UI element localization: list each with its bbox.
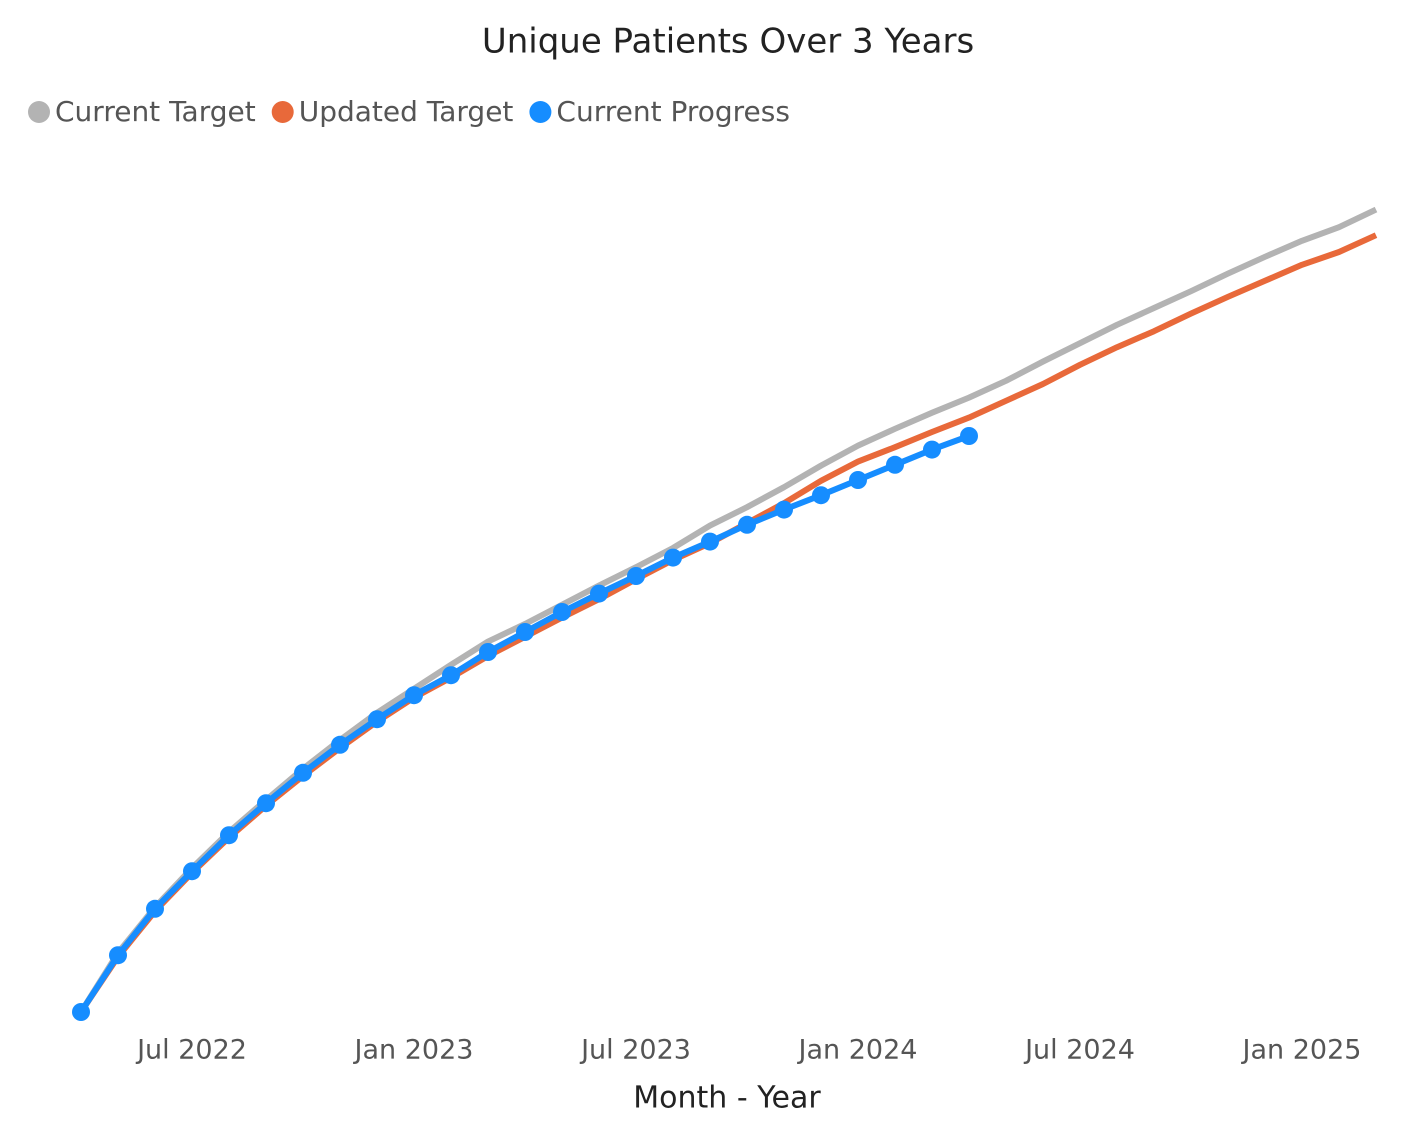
point [886, 455, 904, 474]
series-line [78, 433, 971, 1014]
point [960, 427, 978, 445]
point [590, 584, 608, 603]
x-tick-label: Jan 2025 [1241, 1035, 1362, 1066]
x-tick-label: Jan 2024 [797, 1035, 918, 1066]
legend-label: Current Target [55, 95, 256, 128]
point [405, 686, 423, 705]
legend-label: Current Progress [556, 95, 790, 128]
point [257, 794, 275, 813]
point [479, 643, 497, 661]
series-line [78, 232, 1378, 1014]
point [775, 500, 793, 519]
point [368, 710, 386, 729]
point [664, 548, 682, 567]
legend-marker [529, 101, 552, 123]
legend-marker [271, 101, 294, 123]
point [331, 735, 349, 754]
point [72, 1003, 90, 1021]
point [442, 666, 460, 685]
point [701, 532, 719, 551]
point [146, 899, 164, 918]
point [183, 862, 201, 881]
point [109, 946, 127, 965]
point [812, 486, 830, 505]
x-tick-label: Jul 2022 [135, 1035, 247, 1066]
legend-marker [28, 101, 50, 123]
point [294, 763, 312, 782]
x-tick-label: Jul 2024 [1023, 1035, 1135, 1066]
point [516, 623, 534, 641]
point [627, 567, 645, 585]
point [220, 826, 238, 845]
point [738, 515, 756, 534]
x-tick-label: Jul 2023 [579, 1035, 691, 1066]
x-tick-label: Jan 2023 [353, 1035, 474, 1066]
series-line [78, 206, 1378, 1014]
point [849, 471, 867, 489]
legend-label: Updated Target [299, 95, 514, 128]
chart-title: Unique Patients Over 3 Years [482, 22, 974, 62]
point [553, 603, 571, 621]
x-axis-title: Month - Year [633, 1081, 821, 1116]
point [923, 440, 941, 459]
